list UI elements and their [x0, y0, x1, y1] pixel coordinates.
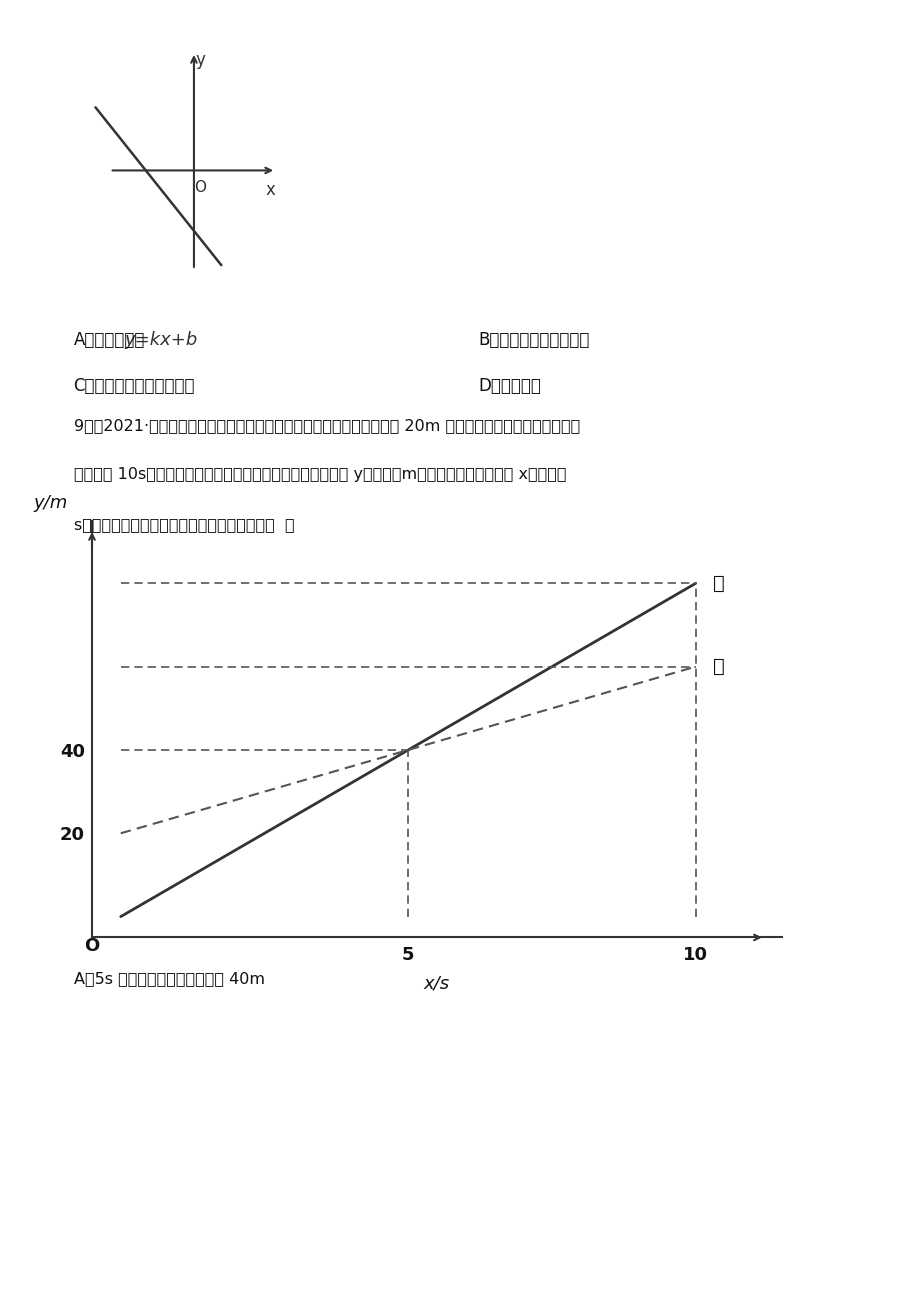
Text: O: O	[194, 180, 206, 195]
X-axis label: x/s: x/s	[424, 975, 449, 993]
Text: 甲: 甲	[712, 574, 724, 592]
Text: x: x	[266, 181, 275, 199]
Y-axis label: y/m: y/m	[33, 495, 68, 513]
Text: s）之间的关系如图所示．下列说法正确的是（  ）: s）之间的关系如图所示．下列说法正确的是（ ）	[74, 517, 294, 531]
Text: B．有两个相等的实数根: B．有两个相等的实数根	[478, 331, 589, 349]
Text: A．5s 时，两架无人机都上升了 40m: A．5s 时，两架无人机都上升了 40m	[74, 971, 265, 986]
Text: 9．（2021·重庆中考真题）甲无人机从地面起飞，乙无人机从距离地面 20m 高的楼顶起飞，两架无人机同时: 9．（2021·重庆中考真题）甲无人机从地面起飞，乙无人机从距离地面 20m 高…	[74, 418, 579, 432]
Text: A．没有实数根: A．没有实数根	[74, 331, 145, 349]
Text: y: y	[196, 51, 205, 69]
Text: D．无法确定: D．无法确定	[478, 376, 540, 395]
Text: 匀速上升 10s．甲、乙两架无人机所在的位置距离地面的高度 y（单位：m）与无人机上升的时间 x（单位：: 匀速上升 10s．甲、乙两架无人机所在的位置距离地面的高度 y（单位：m）与无人…	[74, 467, 565, 482]
Text: C．有两个不相等的实数根: C．有两个不相等的实数根	[74, 376, 195, 395]
Text: O: O	[85, 936, 99, 954]
Text: y=kx+b: y=kx+b	[124, 331, 198, 349]
Text: 乙: 乙	[712, 658, 724, 676]
